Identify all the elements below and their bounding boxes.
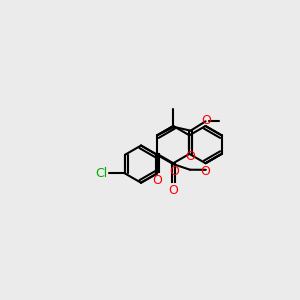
Text: O: O [152,174,162,187]
Text: O: O [201,114,211,127]
Text: Cl: Cl [95,167,108,180]
Text: O: O [168,184,178,197]
Text: O: O [186,150,196,164]
Text: O: O [169,165,179,178]
Text: O: O [200,165,210,178]
